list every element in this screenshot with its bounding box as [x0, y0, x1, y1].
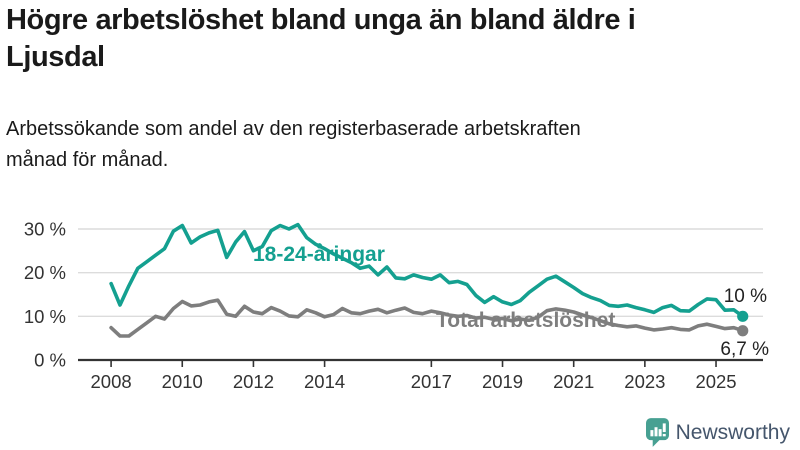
series-end-dot-youth [737, 310, 749, 322]
x-tick-label-2017: 2017 [411, 371, 452, 392]
x-tick-label-2023: 2023 [624, 371, 665, 392]
series-end-dot-total [737, 325, 749, 337]
series-label-youth: 18-24-åringar [253, 243, 385, 266]
x-tick-label-2010: 2010 [162, 371, 203, 392]
chart-area: 0 % 10 % 20 % 30 % 2008 2010 2012 2014 2017 2019 2… [0, 200, 800, 407]
series-end-value-total: 6,7 % [720, 339, 769, 360]
x-tick-label-2008: 2008 [91, 371, 132, 392]
x-tick-label-2012: 2012 [233, 371, 274, 392]
x-tick-label-2021: 2021 [553, 371, 594, 392]
page-subtitle: Arbetssökande som andel av den registerb… [6, 118, 581, 171]
page-title: Högre arbetslöshet bland unga än bland ä… [6, 4, 636, 73]
x-tick-label-2025: 2025 [695, 371, 736, 392]
brand-name: Newsworthy [675, 420, 790, 444]
unemployment-line-chart: 0 % 10 % 20 % 30 % 2008 2010 2012 2014 2017 2019 2… [24, 219, 769, 393]
y-tick-label-30: 30 % [24, 219, 66, 240]
x-tick-label-2014: 2014 [304, 371, 345, 392]
y-tick-label-10: 10 % [24, 306, 66, 327]
series-line-youth [109, 222, 745, 319]
series-end-value-youth: 10 % [724, 286, 767, 307]
brand-icon-shapes [645, 418, 669, 447]
x-tick-label-2019: 2019 [482, 371, 523, 392]
newsworthy-bubble-barchart-icon [645, 418, 669, 447]
series-line-total [109, 298, 745, 338]
y-tick-label-0: 0 % [34, 350, 66, 371]
brand-logo[interactable]: Newsworthy [645, 418, 790, 447]
y-tick-label-20: 20 % [24, 262, 66, 283]
series-label-total: Total arbetslöshet [436, 309, 615, 332]
